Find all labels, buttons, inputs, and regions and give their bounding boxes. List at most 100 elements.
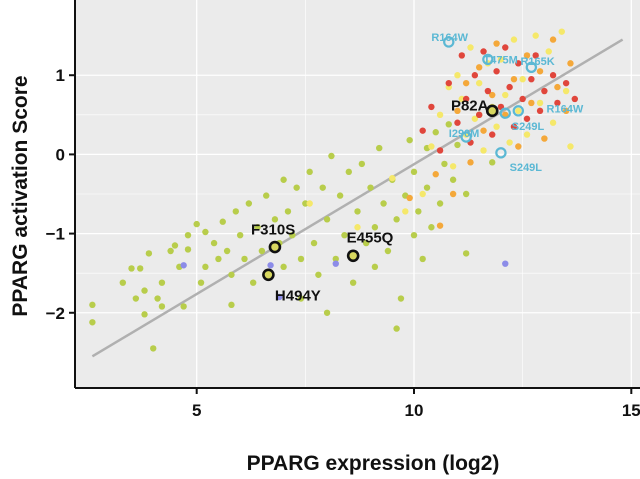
data-point-green [449,176,457,183]
highlight-point-black [268,240,282,254]
highlight-point-blue [460,131,472,143]
data-point-yellow [480,147,487,154]
annotation-label-blue: R165K [520,56,554,68]
data-point-yellow [436,111,444,119]
data-point-green [358,160,366,168]
data-point-red [528,75,535,83]
data-point-green [393,325,400,332]
data-point-red [462,95,470,103]
data-point-purple [180,262,187,269]
data-point-purple [332,260,339,267]
data-point-orange [554,83,561,91]
data-point-green [150,345,157,352]
data-point-red [536,107,544,115]
data-point-green [297,255,305,263]
data-point-green [219,218,226,225]
data-point-green [436,200,444,207]
data-point-red [484,87,492,95]
highlight-point-blue [512,105,525,117]
data-point-green [323,216,331,223]
data-point-red [571,95,579,103]
data-point-green [362,239,370,247]
data-point-green [145,250,153,257]
data-point-yellow [454,72,461,79]
data-point-yellow [502,91,509,99]
data-point-red [419,127,426,134]
y-axis-title: PPARG activation Score [9,75,32,316]
data-point-yellow [493,123,500,130]
data-point-green [410,231,418,239]
y-tick-label: −2 [46,304,65,323]
annotation-label-blue: T475M [484,54,518,66]
y-tick-label: −1 [46,225,65,244]
data-point-red [428,103,435,111]
data-point-green [306,168,313,176]
data-point-green [341,231,348,239]
grid-lines [75,0,640,388]
data-point-orange [493,40,500,47]
data-point-green [315,271,322,278]
y-tick-label: 1 [56,66,65,85]
data-point-green [197,279,205,286]
data-point-green [254,224,261,231]
data-point-orange [480,127,487,134]
data-point-green [180,303,187,310]
data-point-green [184,231,192,239]
x-axis-title: PPARG expression (log2) [247,452,500,475]
data-point-green [136,265,144,272]
data-point-red [506,83,513,91]
data-point-orange [515,143,522,150]
data-point-red [554,99,561,107]
data-point-orange [449,190,457,198]
data-point-green [158,303,166,310]
data-point-green [89,319,96,326]
data-point-green [245,200,253,207]
data-point-green [263,192,270,199]
data-point-orange [432,171,439,178]
data-point-green [228,271,235,278]
data-point-red [489,131,496,138]
data-point-yellow [536,99,544,107]
data-point-red [519,95,526,103]
data-point-red [458,52,466,59]
highlight-point-black [346,249,360,263]
data-point-green [415,208,422,215]
data-point-red [454,119,461,126]
annotation-label-blue: S249L [512,121,545,133]
data-point-green [236,231,244,239]
data-point-green [202,228,209,236]
data-point-yellow [497,56,505,63]
annotation-label: P82A [451,97,489,114]
annotation-label-blue: R164W [547,103,584,115]
data-point-green [419,255,426,263]
data-point-green [280,176,287,183]
data-point-red [480,48,487,55]
data-point-green [289,231,296,239]
data-point-yellow [354,224,361,231]
data-point-green [232,208,240,215]
annotation-label: H494Y [275,287,321,304]
data-point-yellow [510,36,518,43]
data-point-green [393,216,400,223]
data-point-green [332,255,339,263]
data-point-green [371,224,379,231]
data-point-green [441,160,448,168]
data-point-yellow [475,79,483,87]
data-point-green [167,247,174,255]
annotation-label: E455Q [347,230,394,247]
data-point-red [532,52,539,59]
data-point-green [119,279,127,286]
data-point-green [319,184,326,191]
data-point-purple [276,293,283,301]
highlight-point-blue [499,107,511,119]
annotation-label: F310S [251,222,295,239]
data-point-orange [549,36,557,43]
data-point-green [323,309,331,316]
data-point-green [154,295,161,302]
data-point-yellow [467,44,474,51]
data-point-yellow [471,115,479,122]
x-tick-label: 10 [405,401,424,420]
data-point-yellow [532,32,539,39]
data-point-green [328,152,335,160]
y-axis-ticks: 1 0 −1 −2 [46,66,75,323]
